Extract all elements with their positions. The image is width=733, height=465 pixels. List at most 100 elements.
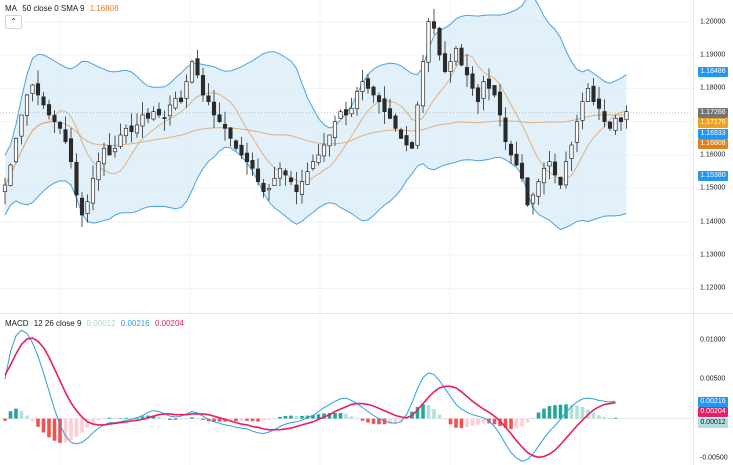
histogram-bar <box>492 418 497 425</box>
candle <box>79 192 85 228</box>
candle-body <box>393 115 398 129</box>
price-axis-tick: 1.19000 <box>700 51 726 59</box>
macd-legend-macd-value: 0.00216 <box>120 319 150 328</box>
candle-body <box>239 144 244 156</box>
candle <box>481 75 486 111</box>
candle-body <box>90 177 96 204</box>
candle-body <box>244 152 250 163</box>
candle-body <box>211 101 217 116</box>
candle-body <box>134 124 140 134</box>
histogram-bar <box>212 418 216 422</box>
histogram-bar <box>289 415 293 419</box>
candle-body <box>13 137 19 163</box>
candle-body <box>85 201 90 214</box>
histogram-bar <box>14 408 18 419</box>
candle-body <box>57 121 63 129</box>
candle-body <box>437 27 442 56</box>
candle <box>8 163 13 187</box>
candle <box>41 91 46 110</box>
histogram-bar <box>602 416 607 419</box>
candle <box>415 101 420 149</box>
histogram-bar <box>140 416 145 419</box>
histogram-bar <box>597 415 601 419</box>
histogram-bar <box>234 418 238 422</box>
candle-body <box>156 108 162 116</box>
histogram-bar <box>195 418 200 419</box>
histogram-bar <box>580 406 585 419</box>
candle-body <box>475 87 481 103</box>
candle <box>404 126 409 152</box>
candle-body <box>41 96 46 106</box>
candle-body <box>613 117 618 131</box>
candle <box>453 45 459 66</box>
histogram-bar <box>542 408 546 419</box>
histogram-bar <box>454 418 458 428</box>
candle-body <box>30 84 35 94</box>
histogram-bar <box>179 418 183 420</box>
candle <box>360 69 365 101</box>
candle-body <box>382 98 387 113</box>
histogram-bar <box>201 418 205 420</box>
macd-line <box>4 329 616 462</box>
histogram-bar <box>344 413 348 419</box>
candle-body <box>420 61 426 107</box>
macd-badge: 0.00204 <box>698 407 728 418</box>
histogram-bar <box>393 418 398 423</box>
candle <box>272 167 277 186</box>
candle-body <box>266 187 272 191</box>
candle-body <box>519 162 525 179</box>
ma-legend[interactable]: MA 50 close 0 SMA 9 1.16808 <box>5 4 122 13</box>
price-axis-tick: 1.13000 <box>700 251 726 259</box>
candle-body <box>486 78 492 89</box>
candle <box>283 168 288 186</box>
histogram-bar <box>190 417 194 419</box>
candle <box>189 59 195 84</box>
histogram-bar <box>47 418 51 438</box>
histogram-bar <box>333 412 337 419</box>
price-badge: 1.17176 <box>698 118 728 129</box>
histogram-bar <box>327 412 332 419</box>
candle-body <box>299 181 305 195</box>
candle <box>173 91 178 111</box>
histogram-bar <box>74 418 79 437</box>
candle-body <box>547 161 552 167</box>
macd-axis-tick: 0.01000 <box>700 336 726 344</box>
candle <box>63 116 68 144</box>
candle-body <box>332 121 338 138</box>
candle-body <box>2 184 8 193</box>
candle-body <box>536 181 541 197</box>
histogram-bar <box>173 418 178 420</box>
candle-body <box>228 127 233 139</box>
price-badge: 1.17266 <box>698 107 728 118</box>
chevron-up-icon[interactable]: ⌃ <box>5 15 22 29</box>
histogram-bar <box>448 418 453 425</box>
macd-legend-signal-value: 0.00204 <box>154 319 184 328</box>
candle-body <box>184 81 189 99</box>
histogram-bar <box>366 418 370 423</box>
histogram-bar <box>547 406 552 419</box>
ma-legend-name: MA <box>5 4 17 13</box>
candle <box>442 41 448 74</box>
macd-legend[interactable]: MACD 12 26 close 9 0.00012 0.00216 0.002… <box>5 319 187 328</box>
candle <box>250 152 255 176</box>
macd-axis-tick: -0.00500 <box>700 454 728 462</box>
histogram-bar <box>476 418 480 425</box>
histogram-bar <box>80 418 84 433</box>
candle-body <box>129 125 134 133</box>
candle-body <box>464 67 470 76</box>
histogram-bar <box>311 415 315 419</box>
price-axis-tick: 1.15000 <box>700 184 726 192</box>
candle <box>167 95 173 126</box>
bollinger-band-fill <box>5 0 627 230</box>
candle-body <box>426 21 431 63</box>
candle <box>437 26 442 61</box>
candle-body <box>96 161 101 181</box>
candle <box>118 123 123 149</box>
candle <box>57 120 63 135</box>
candle <box>547 151 552 180</box>
histogram-bar <box>564 404 568 419</box>
candle-body <box>107 145 112 156</box>
candle-body <box>310 161 316 169</box>
histogram-bar <box>96 418 101 421</box>
